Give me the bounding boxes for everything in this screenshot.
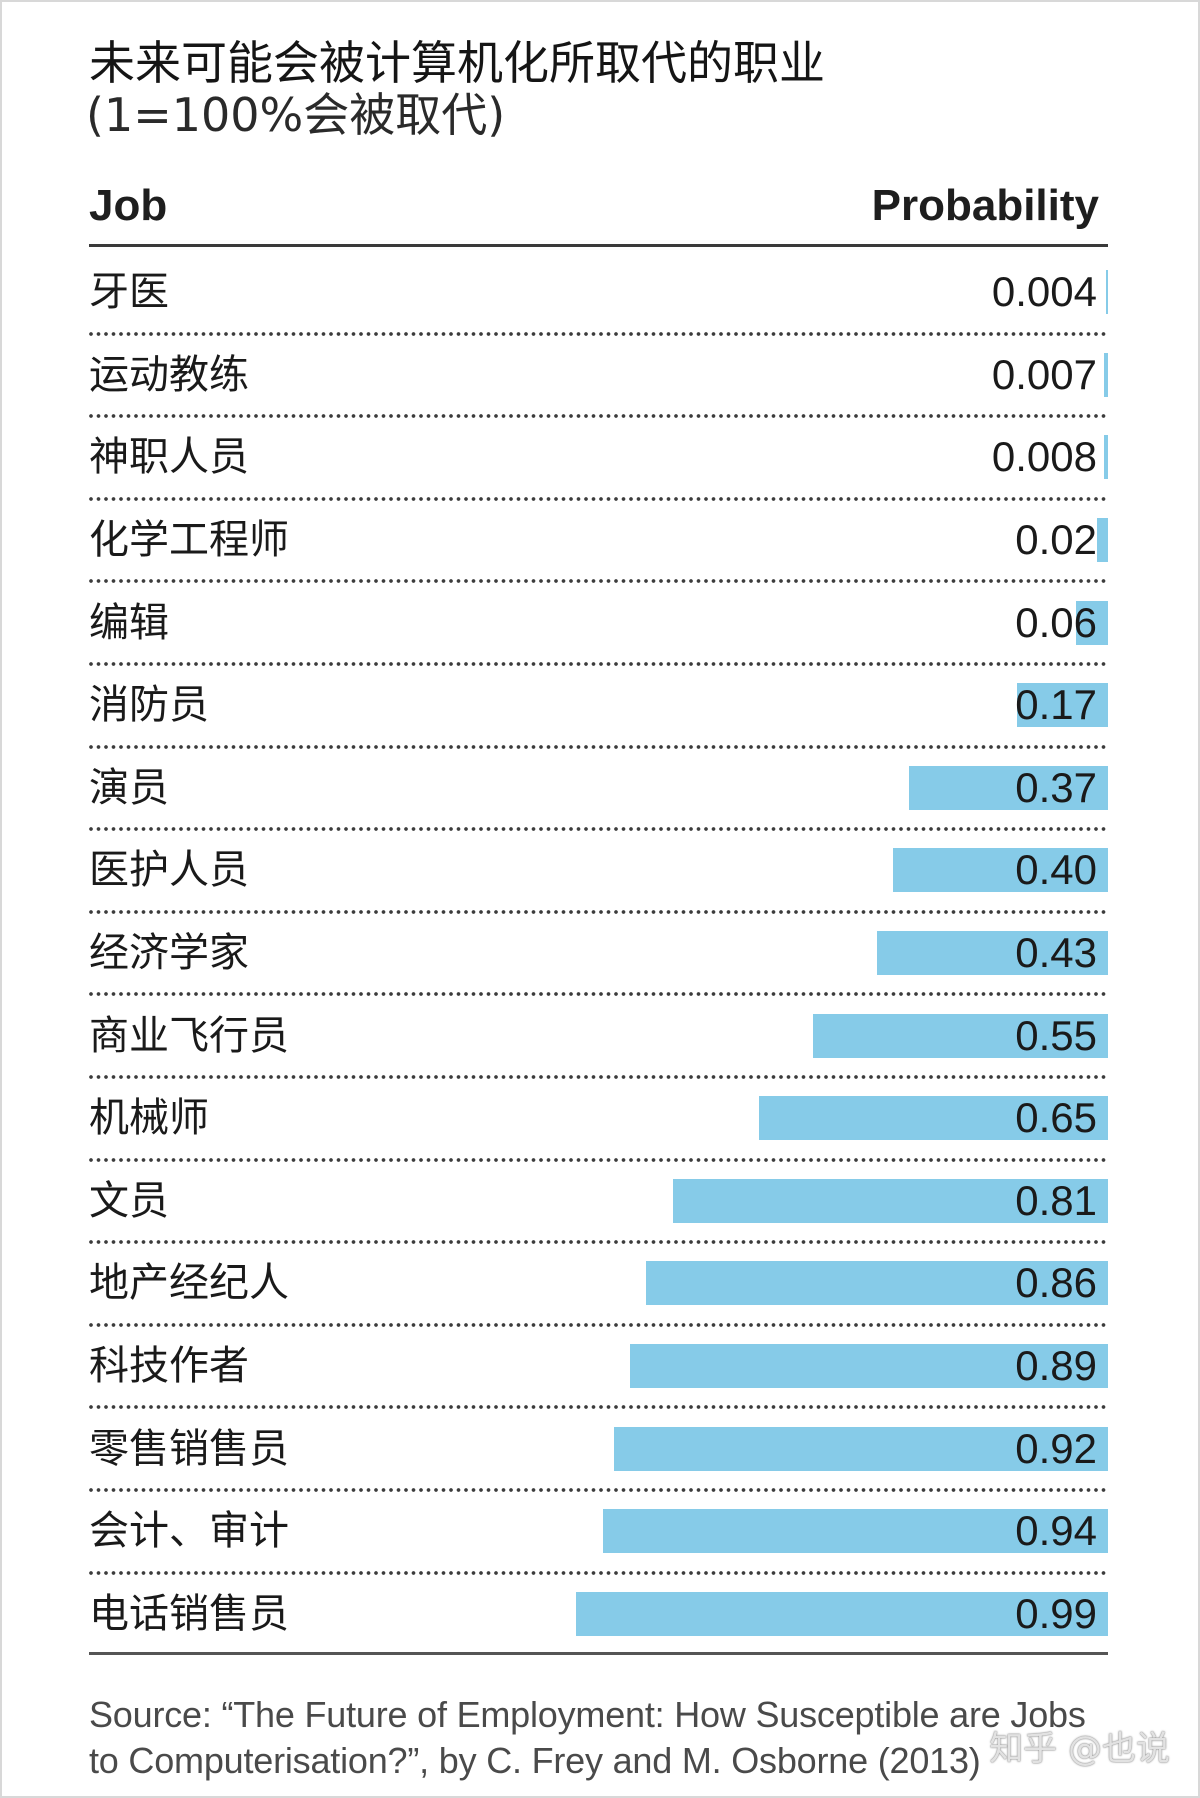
probability-bar bbox=[646, 1261, 1108, 1306]
probability-bar bbox=[909, 765, 1108, 810]
table-row: 经济学家 0.43 bbox=[89, 912, 1108, 996]
probability-value: 0.55 bbox=[1015, 1011, 1097, 1059]
table-row: 化学工程师 0.02 bbox=[89, 499, 1108, 583]
job-label: 科技作者 bbox=[89, 1343, 249, 1390]
chart-rows: 牙医 0.004 运动教练 0.007 神职人员 0.008 化学工程师 0.02 编辑 0.06… bbox=[89, 251, 1108, 1655]
job-label: 机械师 bbox=[89, 1095, 209, 1142]
bar-track bbox=[571, 600, 1108, 645]
job-label: 医护人员 bbox=[89, 847, 249, 894]
chart-title: 未来可能会被计算机化所取代的职业 bbox=[89, 36, 825, 90]
table-row: 机械师 0.65 bbox=[89, 1077, 1108, 1162]
probability-value: 0.37 bbox=[1015, 763, 1097, 811]
table-row: 文员 0.81 bbox=[89, 1160, 1108, 1244]
job-column-header: Job bbox=[89, 181, 168, 230]
bar-track bbox=[571, 1096, 1108, 1141]
table-row: 商业飞行员 0.55 bbox=[89, 994, 1108, 1079]
source-line: to Computerisation?”, by C. Frey and M. … bbox=[89, 1740, 981, 1781]
probability-bar bbox=[1104, 352, 1108, 397]
probability-value: 0.007 bbox=[991, 350, 1097, 398]
probability-value: 0.06 bbox=[1015, 598, 1097, 646]
job-label: 牙医 bbox=[89, 269, 169, 316]
table-row: 科技作者 0.89 bbox=[89, 1325, 1108, 1409]
probability-column-header: Probability bbox=[871, 181, 1099, 230]
watermark: 知乎 @也说 bbox=[989, 1729, 1170, 1769]
probability-value: 0.86 bbox=[1015, 1259, 1097, 1307]
probability-value: 0.43 bbox=[1015, 929, 1097, 977]
table-row: 会计、审计 0.94 bbox=[89, 1490, 1108, 1575]
probability-bar bbox=[1075, 600, 1108, 645]
bar-track bbox=[571, 1178, 1108, 1223]
job-label: 化学工程师 bbox=[89, 517, 289, 564]
probability-bar bbox=[893, 848, 1108, 893]
job-label: 编辑 bbox=[89, 599, 169, 646]
bar-track bbox=[571, 518, 1108, 563]
bar-track bbox=[571, 765, 1108, 810]
probability-bar bbox=[576, 1591, 1108, 1636]
probability-value: 0.17 bbox=[1015, 681, 1097, 729]
probability-bar bbox=[877, 931, 1108, 976]
table-row: 地产经纪人 0.86 bbox=[89, 1242, 1108, 1327]
job-label: 电话销售员 bbox=[89, 1590, 289, 1637]
probability-value: 0.89 bbox=[1015, 1342, 1097, 1390]
probability-bar bbox=[812, 1013, 1108, 1058]
table-row: 编辑 0.06 bbox=[89, 581, 1108, 666]
table-row: 神职人员 0.008 bbox=[89, 416, 1108, 501]
table-row: 消防员 0.17 bbox=[89, 664, 1108, 749]
probability-value: 0.94 bbox=[1015, 1507, 1097, 1555]
probability-bar bbox=[1097, 518, 1108, 563]
bar-track bbox=[571, 1426, 1108, 1471]
probability-bar bbox=[1105, 270, 1108, 315]
job-label: 商业飞行员 bbox=[89, 1012, 289, 1059]
probability-bar bbox=[1016, 683, 1108, 728]
table-row: 电话销售员 0.99 bbox=[89, 1573, 1108, 1656]
probability-value: 0.65 bbox=[1015, 1094, 1097, 1142]
source-line: Source: “The Future of Employment: How S… bbox=[89, 1694, 1086, 1735]
bar-track bbox=[571, 848, 1108, 893]
probability-value: 0.81 bbox=[1015, 1176, 1097, 1224]
probability-bar bbox=[603, 1509, 1108, 1554]
job-label: 会计、审计 bbox=[89, 1508, 289, 1555]
probability-value: 0.92 bbox=[1015, 1424, 1097, 1472]
bar-track bbox=[571, 683, 1108, 728]
source-note: Source: “The Future of Employment: How S… bbox=[89, 1692, 1086, 1784]
job-label: 消防员 bbox=[89, 682, 209, 729]
table-row: 医护人员 0.40 bbox=[89, 829, 1108, 914]
probability-value: 0.008 bbox=[991, 433, 1097, 481]
table-row: 零售销售员 0.92 bbox=[89, 1407, 1108, 1492]
bar-track bbox=[571, 1013, 1108, 1058]
probability-bar bbox=[758, 1096, 1108, 1141]
header-rule bbox=[89, 244, 1108, 247]
probability-bar bbox=[613, 1426, 1108, 1471]
probability-value: 0.004 bbox=[991, 268, 1097, 316]
probability-bar bbox=[630, 1344, 1108, 1389]
job-label: 文员 bbox=[89, 1177, 169, 1224]
job-label: 运动教练 bbox=[89, 351, 249, 398]
probability-bar bbox=[1103, 435, 1108, 480]
bar-track bbox=[571, 1509, 1108, 1554]
job-label: 零售销售员 bbox=[89, 1425, 289, 1472]
table-row: 运动教练 0.007 bbox=[89, 334, 1108, 418]
probability-bar bbox=[673, 1178, 1108, 1223]
bar-track bbox=[571, 270, 1108, 315]
bar-track bbox=[571, 1261, 1108, 1306]
probability-value: 0.40 bbox=[1015, 846, 1097, 894]
probability-value: 0.99 bbox=[1015, 1589, 1097, 1637]
bar-track bbox=[571, 352, 1108, 397]
job-label: 地产经纪人 bbox=[89, 1260, 289, 1307]
job-label: 神职人员 bbox=[89, 434, 249, 481]
bar-track bbox=[571, 435, 1108, 480]
footer-rule bbox=[89, 1652, 1108, 1655]
bar-track bbox=[571, 1591, 1108, 1636]
job-label: 演员 bbox=[89, 764, 169, 811]
probability-value: 0.02 bbox=[1015, 516, 1097, 564]
bar-track bbox=[571, 931, 1108, 976]
bar-track bbox=[571, 1344, 1108, 1389]
table-row: 演员 0.37 bbox=[89, 747, 1108, 831]
table-row: 牙医 0.004 bbox=[89, 251, 1108, 336]
chart-subtitle: (1=100%会被取代) bbox=[86, 88, 506, 142]
job-label: 经济学家 bbox=[89, 930, 249, 977]
